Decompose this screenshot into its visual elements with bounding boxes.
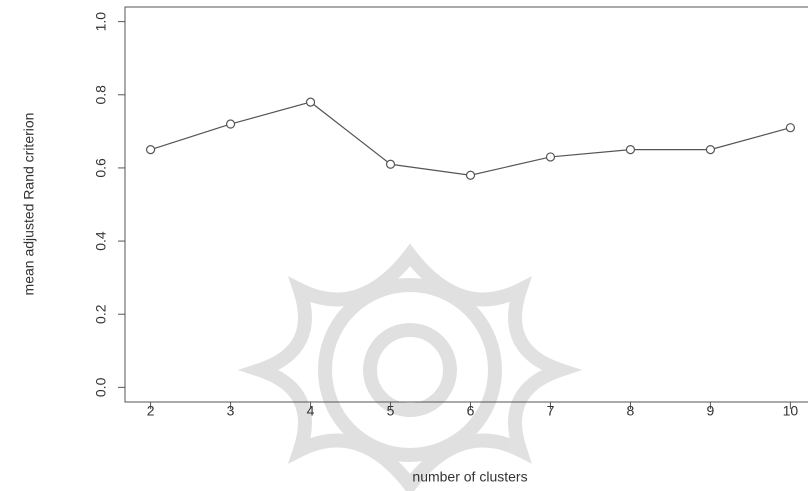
x-tick-label: 3	[227, 403, 235, 419]
point	[705, 145, 716, 155]
watermark	[237, 243, 583, 491]
x-tick-label: 6	[467, 403, 475, 419]
line	[150, 101, 791, 176]
point	[305, 97, 316, 107]
point	[385, 159, 396, 169]
x-tick-label: 10	[783, 403, 799, 419]
x-tick-label: 4	[307, 403, 315, 419]
y-axis-label: mean adjusted Rand criterion	[21, 113, 37, 296]
point	[545, 152, 556, 162]
y-tick-label: 0.0	[93, 377, 109, 397]
point	[465, 170, 476, 180]
y-tick-label: 0.8	[93, 85, 109, 105]
point	[145, 145, 156, 155]
y-tick-label: 0.2	[93, 304, 109, 324]
x-tick-label: 8	[627, 403, 635, 419]
point	[225, 119, 236, 129]
y-tick-label: 0.4	[93, 231, 109, 251]
point	[785, 123, 796, 133]
plot-frame	[124, 6, 808, 403]
point	[625, 145, 636, 155]
x-tick-label: 5	[387, 403, 395, 419]
y-tick-label: 1.0	[93, 12, 109, 32]
x-axis-label: number of clusters	[412, 469, 527, 485]
x-tick-label: 2	[147, 403, 155, 419]
x-tick-label: 9	[707, 403, 715, 419]
y-tick-label: 0.6	[93, 158, 109, 178]
x-tick-label: 7	[547, 403, 555, 419]
